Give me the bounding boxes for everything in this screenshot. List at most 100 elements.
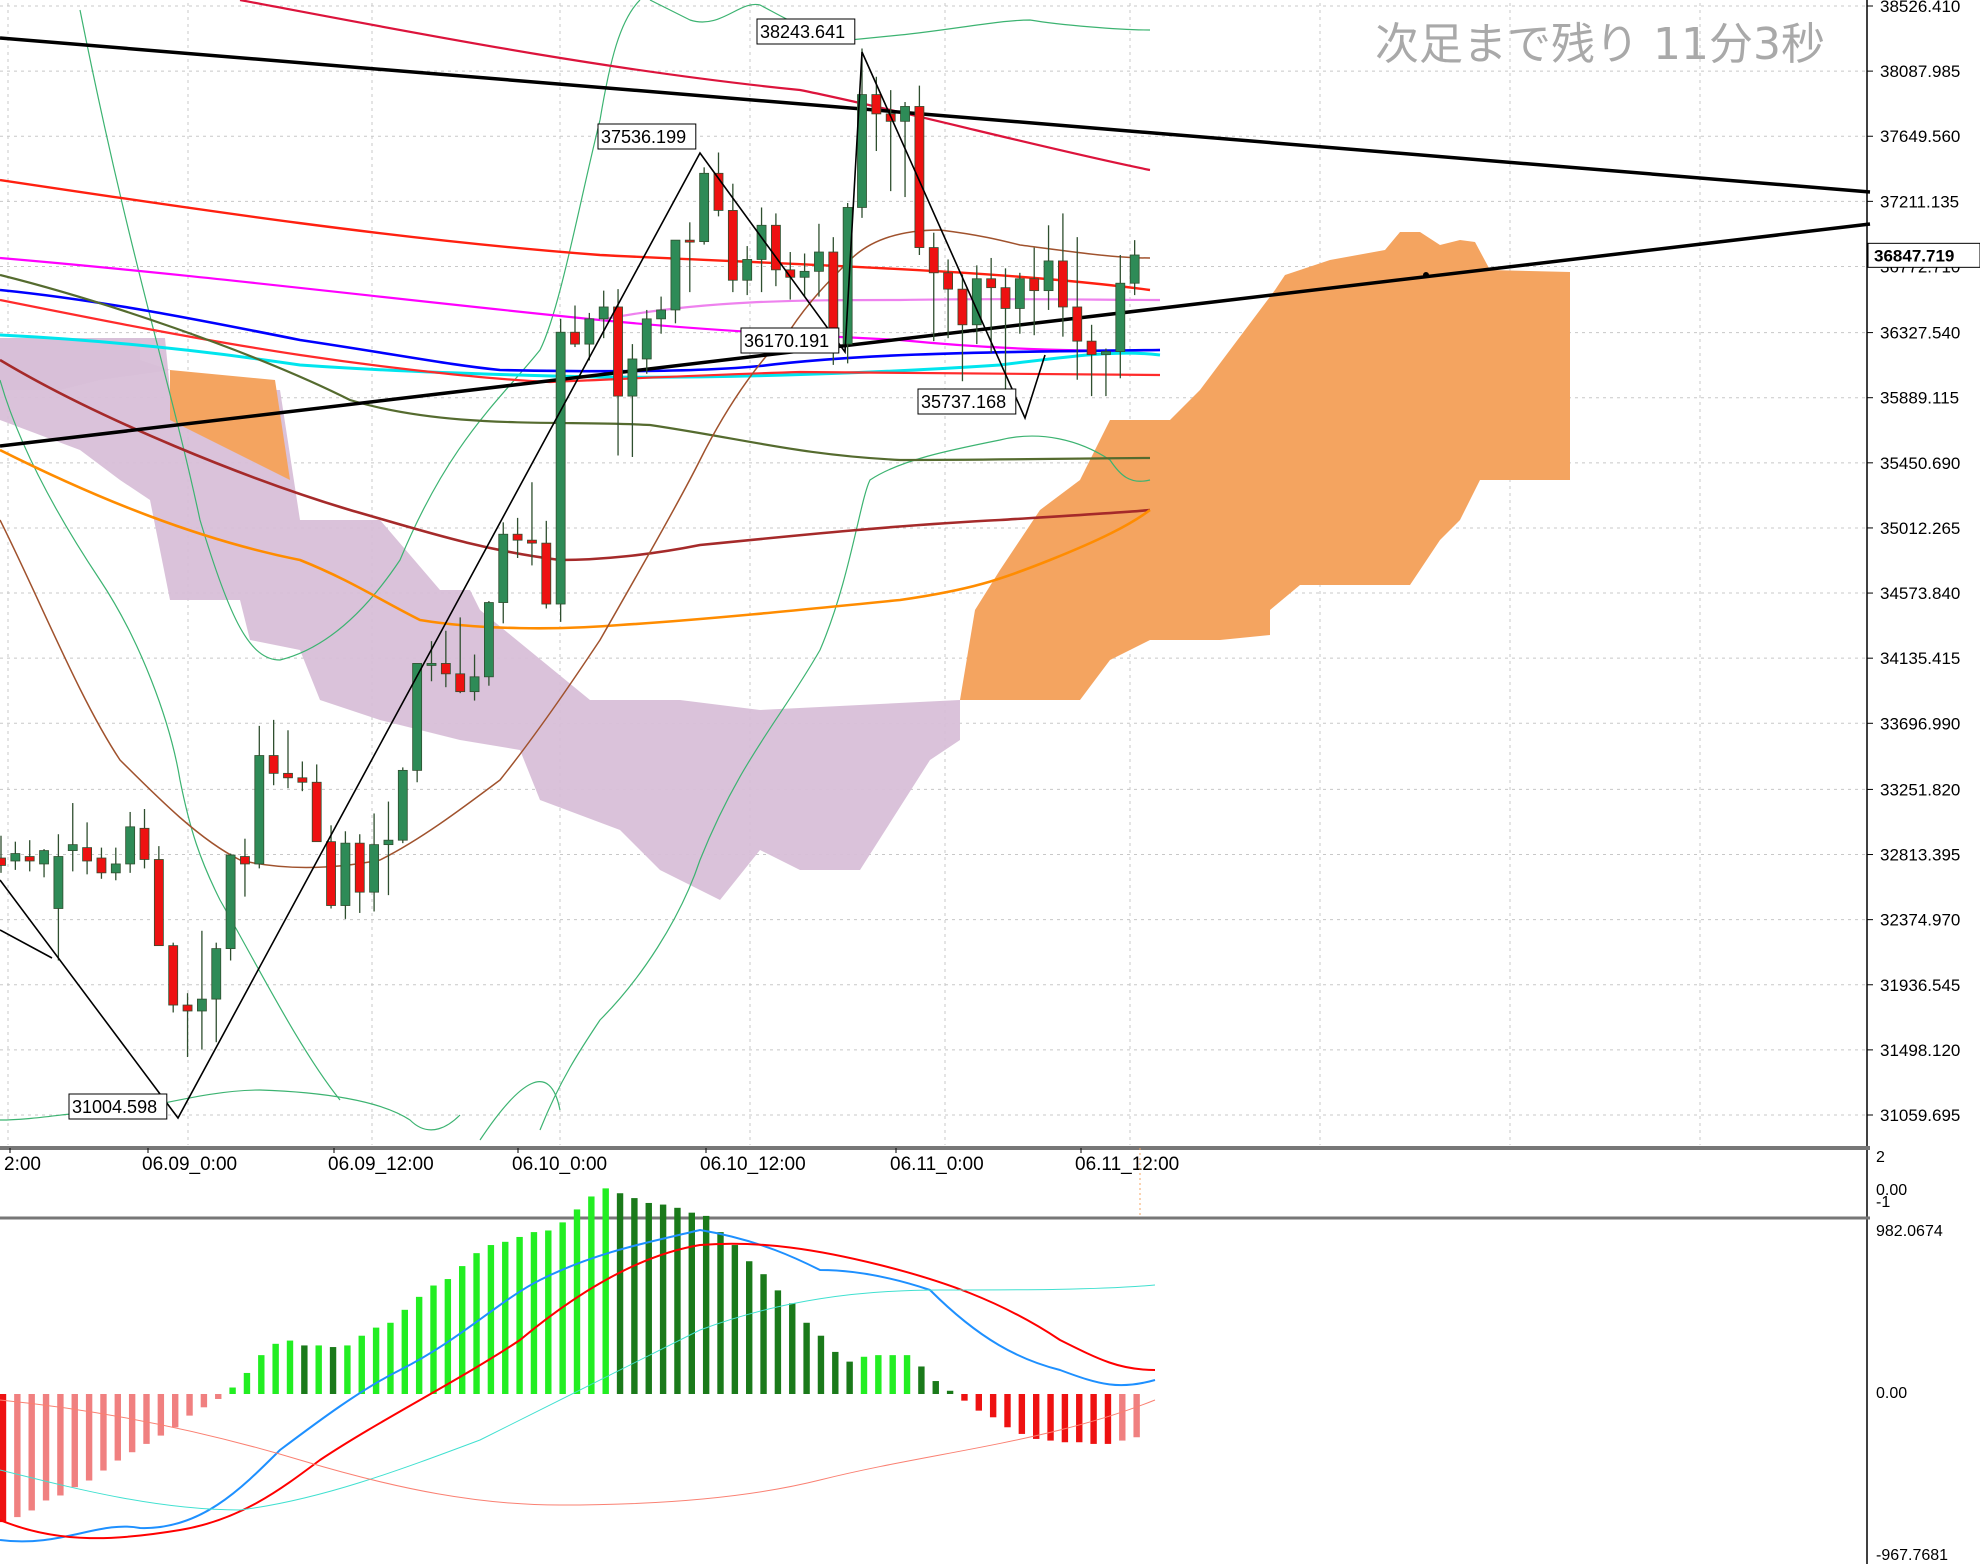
candle-bearish xyxy=(82,847,92,862)
candle-bullish xyxy=(225,854,236,950)
zigzag-label: 31004.598 xyxy=(72,1097,157,1117)
ichimoku-cloud-bullish xyxy=(960,232,1570,700)
candle-bullish xyxy=(627,358,638,397)
candle-bearish xyxy=(168,945,179,1006)
candle-bullish xyxy=(799,270,810,278)
candle-bearish xyxy=(684,239,695,243)
candle-bullish xyxy=(598,306,609,320)
ma-sienna xyxy=(0,229,1151,869)
macd-histogram-bar xyxy=(789,1303,796,1394)
macd-histogram-bar xyxy=(14,1394,21,1518)
bollinger-bands xyxy=(0,0,1151,1141)
macd-histogram-bar xyxy=(1090,1394,1097,1444)
macd-histogram-bar xyxy=(459,1266,466,1394)
candle-bullish xyxy=(584,318,595,345)
trendline-upper xyxy=(0,36,1871,194)
macd-histogram-bar xyxy=(1104,1394,1112,1444)
macd-histogram-bar xyxy=(172,1394,179,1428)
price-tick-label: 35012.265 xyxy=(1880,519,1960,538)
candle-bullish xyxy=(842,207,853,345)
candle-bullish xyxy=(196,998,207,1012)
macd-histogram-bar xyxy=(344,1345,351,1394)
ma-olive xyxy=(0,273,1151,462)
price-tick-label: 37649.560 xyxy=(1880,127,1960,146)
macd-axis-label: 0.00 xyxy=(1876,1385,1907,1402)
trendline-lower xyxy=(0,222,1871,448)
candle-bearish xyxy=(541,542,552,605)
oscillator-axis-label: 2 xyxy=(1876,1149,1885,1166)
macd-histogram-bar xyxy=(889,1355,896,1394)
time-tick-label: 06.09_0:00 xyxy=(142,1154,237,1175)
price-grid xyxy=(0,3,1867,1145)
ma-blue xyxy=(0,288,1161,373)
macd-histogram-bar xyxy=(602,1188,609,1394)
macd-histogram-bar xyxy=(1004,1394,1011,1428)
oscillator-axis-label: 0.00 xyxy=(1876,1182,1907,1199)
candle-bearish xyxy=(268,755,279,774)
zigzag-label: 36170.191 xyxy=(744,331,829,351)
candle-bearish xyxy=(1000,287,1011,309)
candle-bearish xyxy=(153,859,164,947)
ma-red-lower xyxy=(0,298,1161,384)
candle-bearish xyxy=(570,331,580,345)
macd-histogram-bar xyxy=(803,1322,810,1394)
candle-bullish xyxy=(857,94,867,208)
macd-histogram-bar xyxy=(659,1204,667,1394)
macd-histogram-bar xyxy=(1119,1394,1126,1441)
macd-histogram-bar xyxy=(903,1355,911,1394)
ma-red-upper xyxy=(0,178,1151,292)
candle-bearish xyxy=(0,857,6,866)
moving-averages xyxy=(0,0,1161,869)
macd-histogram-bar xyxy=(746,1261,753,1394)
macd-histogram-bar xyxy=(817,1335,825,1394)
candle-bearish xyxy=(96,857,107,874)
candle-bearish xyxy=(354,842,365,893)
price-tick-label: 32374.970 xyxy=(1880,911,1960,930)
macd-histogram-bar xyxy=(832,1351,839,1394)
macd-histogram-bar xyxy=(530,1232,538,1394)
candle-bearish xyxy=(182,1004,193,1012)
zigzag-label: 35737.168 xyxy=(921,392,1006,412)
bollinger-mid-left xyxy=(0,379,341,1101)
candle-bearish xyxy=(871,94,882,115)
macd-histogram-bar xyxy=(487,1245,495,1394)
bollinger-upper xyxy=(649,0,1151,41)
ichimoku-cloud-bearish xyxy=(0,338,960,900)
candle-bearish xyxy=(613,306,623,397)
candle-bullish xyxy=(340,842,351,906)
macd-histogram-bar xyxy=(702,1215,710,1394)
macd-histogram-bar xyxy=(473,1253,480,1394)
candle-bullish xyxy=(67,844,78,851)
macd-histogram-bar xyxy=(774,1290,782,1394)
candle-bullish xyxy=(814,251,824,272)
candle-bullish xyxy=(397,769,408,841)
candle-bullish xyxy=(412,663,423,771)
macd-histogram-bar xyxy=(42,1394,50,1501)
zigzag-label-box xyxy=(597,123,697,150)
macd-histogram-bar xyxy=(616,1193,624,1394)
time-tick-label: 06.11_0:00 xyxy=(890,1154,984,1175)
candle-bullish xyxy=(39,850,49,865)
candle-bearish xyxy=(455,673,466,693)
macd-histogram-bar xyxy=(329,1347,337,1394)
macd-histogram-bar xyxy=(516,1236,523,1394)
candle-bearish xyxy=(283,772,293,779)
candle-bearish xyxy=(1029,278,1040,292)
candle-bullish xyxy=(1014,278,1025,309)
macd-histogram-bar xyxy=(57,1394,64,1496)
macd-histogram-bar xyxy=(760,1274,767,1394)
macd-histogram-bar xyxy=(674,1207,681,1394)
price-tick-label: 31059.695 xyxy=(1880,1106,1960,1125)
bollinger-upper xyxy=(79,0,641,661)
axes xyxy=(0,0,1870,1564)
ma-dark-red-upper xyxy=(239,0,1151,172)
candle-bullish xyxy=(483,602,494,678)
macd-histogram-bar xyxy=(215,1394,222,1399)
macd-histogram-bar xyxy=(200,1394,208,1408)
macd-histogram-bar xyxy=(272,1343,279,1394)
ichimoku-cloud-bullish xyxy=(170,370,290,480)
candle-bearish xyxy=(771,224,781,271)
current-price-label: 36847.719 xyxy=(1874,246,1954,265)
macd-histogram-bar xyxy=(143,1394,150,1444)
